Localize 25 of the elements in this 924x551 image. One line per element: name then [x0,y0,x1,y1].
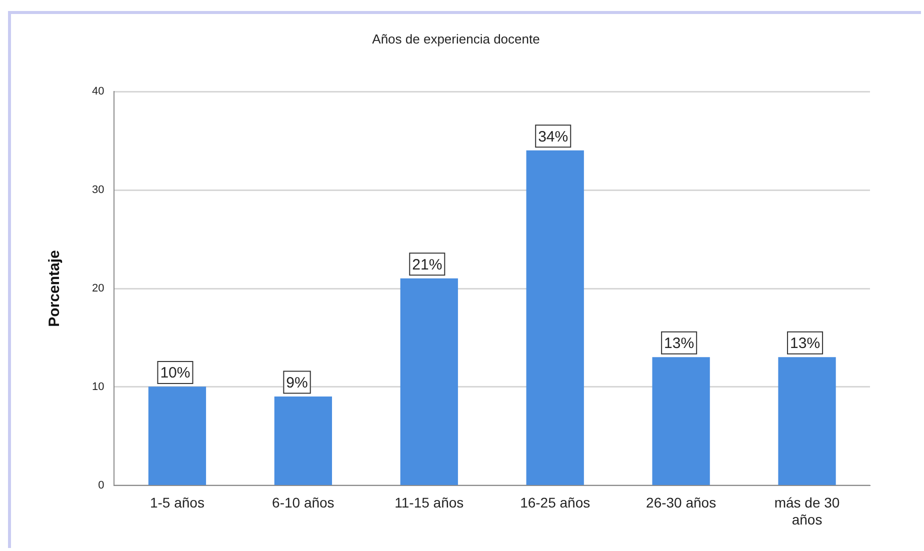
data-label: 9% [286,374,308,392]
data-label: 34% [538,128,568,146]
bar [652,357,710,485]
y-tick-label: 30 [92,184,104,196]
y-tick-label: 0 [98,479,104,492]
bar [400,278,458,485]
y-tick-label: 40 [92,86,104,98]
y-tick-label: 20 [92,282,104,295]
x-tick-label: 6-10 años [272,494,334,511]
data-label: 13% [664,335,694,352]
bar [148,386,206,485]
x-tick-label: 11-15 años [394,494,464,511]
y-tick-label: 10 [92,380,104,393]
data-label: 13% [790,335,820,352]
x-tick-label: 26-30 años [646,494,716,511]
x-tick-label: 16-25 años [520,494,590,511]
data-label: 10% [160,364,190,382]
bar [778,357,836,485]
y-axis-title: Porcentaje [46,250,64,327]
x-tick-label: 1-5 años [150,494,204,511]
bar [274,396,332,485]
chart-title: Años de experiencia docente [372,31,540,46]
data-label: 21% [412,256,442,274]
x-tick-label: más de 30 años [774,494,840,528]
bar [526,150,584,485]
